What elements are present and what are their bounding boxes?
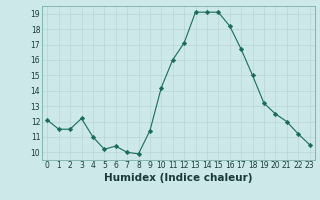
X-axis label: Humidex (Indice chaleur): Humidex (Indice chaleur) (104, 173, 253, 183)
